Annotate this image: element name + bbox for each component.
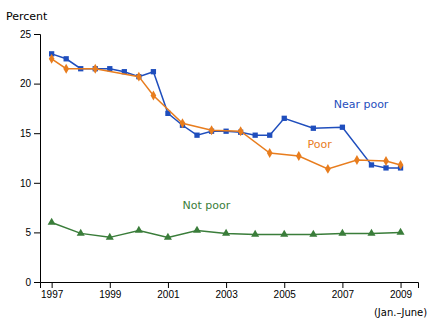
series-marker: [397, 228, 405, 235]
x-tick-label: 2007: [332, 289, 355, 300]
series-marker: [383, 165, 388, 170]
series-marker: [367, 229, 375, 236]
x-tick-label: 2005: [274, 289, 297, 300]
y-tick-label: 15: [20, 128, 32, 139]
y-tick-label: 5: [25, 227, 31, 238]
series-marker: [280, 230, 288, 237]
series-marker: [354, 155, 360, 165]
series-marker: [151, 69, 156, 74]
x-tick-mark: [401, 282, 402, 288]
series-marker: [49, 54, 55, 64]
x-axis-line: [41, 283, 419, 289]
x-tick-mark: [284, 282, 285, 288]
y-tick: 20: [20, 78, 40, 89]
series-marker: [64, 56, 69, 61]
marks: Near poor Poor Not poor: [48, 51, 405, 239]
series-line: Poor: [52, 59, 401, 169]
x-tick: 2003: [215, 282, 238, 300]
series-marker: [180, 118, 186, 128]
x-tick: 2007: [332, 282, 355, 300]
series-line: Near poor: [52, 54, 401, 168]
series-marker: [151, 91, 157, 101]
x-tick: 2009: [390, 282, 413, 300]
plot: 1997 1999 2001 2003 2005 2007 2009 0 5 10 15 20 25 Ne…: [20, 29, 427, 318]
series-label: Near poor: [334, 98, 389, 111]
series-marker: [77, 229, 85, 236]
series-marker: [398, 160, 404, 170]
series-marker: [369, 162, 374, 167]
series-marker: [383, 156, 389, 166]
y-tick-label: 0: [25, 277, 31, 288]
x-tick-label: 2001: [157, 289, 180, 300]
x-tick-mark: [342, 282, 343, 288]
y-tick-mark: [34, 84, 40, 85]
series-marker: [340, 125, 345, 130]
x-tick-label: 1999: [99, 289, 122, 300]
series-marker: [92, 64, 98, 74]
x-tick: 1997: [41, 282, 64, 300]
series-marker: [251, 230, 259, 237]
y-tick-label: 25: [20, 29, 32, 40]
x-tick: 2005: [274, 282, 297, 300]
series-marker: [136, 72, 142, 82]
annotations: Near poor Poor Not poor (Jan.–June): [182, 98, 427, 318]
y-tick-mark: [34, 282, 40, 283]
series-marker: [267, 133, 272, 138]
series-marker: [325, 164, 331, 174]
y-tick: 5: [25, 227, 40, 238]
series-marker: [63, 64, 69, 74]
series-label: Poor: [308, 138, 333, 151]
x-tick-label: 1997: [41, 289, 64, 300]
y-tick: 15: [20, 128, 40, 139]
series-marker: [193, 226, 201, 233]
x-tick: 2001: [157, 282, 180, 300]
y-label: Percent: [6, 10, 48, 23]
series-marker: [338, 229, 346, 236]
series-marker: [267, 148, 273, 158]
series-marker: [309, 230, 317, 237]
x-tick-mark: [110, 282, 111, 288]
y-tick-mark: [34, 232, 40, 233]
y-tick-mark: [34, 133, 40, 134]
x-tick-mark: [168, 282, 169, 288]
y-tick: 0: [25, 277, 40, 288]
y-tick-label: 20: [20, 78, 32, 89]
x-tick: 1999: [99, 282, 122, 300]
y-tick-mark: [34, 183, 40, 184]
x-tick-label: 2003: [215, 289, 238, 300]
series-marker: [253, 133, 258, 138]
series-label: Not poor: [182, 199, 230, 212]
series-marker: [135, 226, 143, 233]
series-marker: [311, 126, 316, 131]
series-marker: [222, 229, 230, 236]
chart: 1997 1999 2001 2003 2005 2007 2009 0 5 10 15 20 25 Ne…: [0, 0, 440, 330]
series-marker: [209, 125, 215, 135]
y-tick: 25: [20, 29, 40, 40]
y-tick-mark: [34, 34, 40, 35]
x-tick-mark: [52, 282, 53, 288]
series-line: Not poor: [52, 222, 401, 237]
series-marker: [282, 116, 287, 121]
y-tick: 10: [20, 178, 40, 189]
x-tick-label: 2009: [390, 289, 413, 300]
x-axis: 1997 1999 2001 2003 2005 2007 2009: [41, 282, 419, 300]
series-marker: [164, 233, 172, 240]
x-note: (Jan.–June): [374, 307, 427, 318]
y-tick-label: 10: [20, 178, 32, 189]
series-marker: [106, 233, 114, 240]
series-marker: [48, 218, 56, 225]
series-marker: [238, 126, 244, 136]
series-marker: [296, 151, 302, 161]
series-marker: [194, 133, 199, 138]
y-axis: 0 5 10 15 20 25: [20, 29, 41, 288]
y-axis-line: [34, 35, 41, 283]
x-tick-mark: [226, 282, 227, 288]
